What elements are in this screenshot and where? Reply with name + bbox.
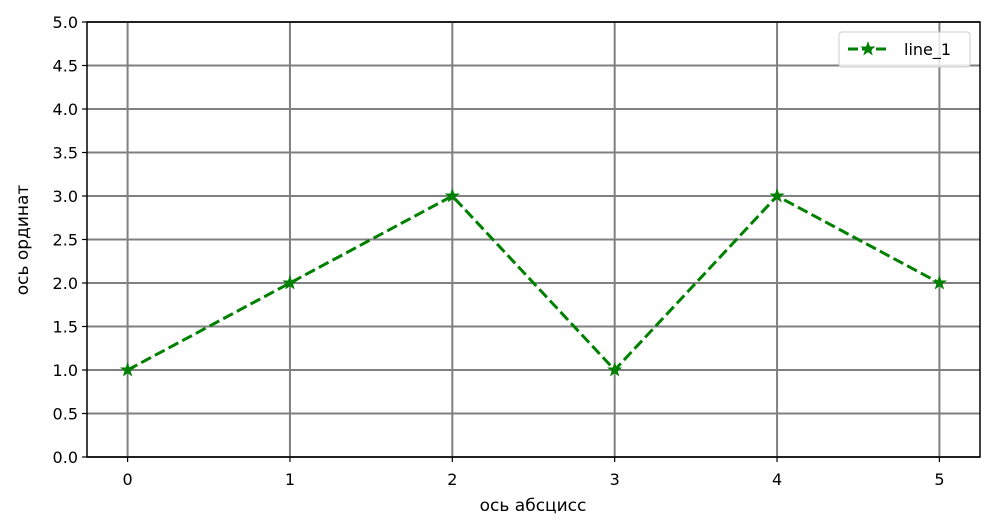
y-tick-label: 4.5 (53, 57, 78, 76)
x-tick-label: 5 (934, 470, 944, 489)
x-tick-label: 1 (285, 470, 295, 489)
y-tick-label: 2.5 (53, 231, 78, 250)
data-point-star (931, 274, 948, 290)
y-tick-label: 3.0 (53, 187, 78, 206)
y-tick-label: 1.0 (53, 361, 78, 380)
x-tick-label: 2 (447, 470, 457, 489)
data-point-star (282, 274, 298, 290)
legend-box (838, 31, 971, 68)
y-tick-label: 2.0 (53, 274, 78, 293)
y-tick-label: 5.0 (53, 13, 78, 32)
y-tick-label: 3.5 (53, 144, 78, 163)
legend: line_1 (838, 31, 971, 68)
x-tick-label: 4 (772, 470, 782, 489)
y-tick-label: 1.5 (53, 318, 78, 337)
data-point-star (769, 187, 785, 203)
legend-label: line_1 (904, 40, 951, 60)
x-tick-label: 0 (122, 470, 132, 489)
x-axis-label: ось абсцисс (480, 496, 587, 516)
legend-star-marker (860, 40, 876, 56)
y-axis-label: ось ординат (13, 185, 33, 296)
series-line (126, 194, 941, 372)
data-point-star (119, 361, 136, 377)
axis-ticks: 0 1 2 3 4 5 0.0 0.5 1.0 1.5 2.0 2.5 3.0 3.5 4.0 4.5 5.0 (53, 13, 945, 489)
data-point-star (607, 361, 623, 377)
y-tick-label: 0.5 (53, 405, 78, 424)
data-point-star (444, 187, 460, 203)
y-tick-label: 4.0 (53, 100, 78, 119)
series-layer (119, 187, 948, 377)
x-tick-label: 3 (610, 470, 620, 489)
y-tick-label: 0.0 (53, 448, 78, 467)
